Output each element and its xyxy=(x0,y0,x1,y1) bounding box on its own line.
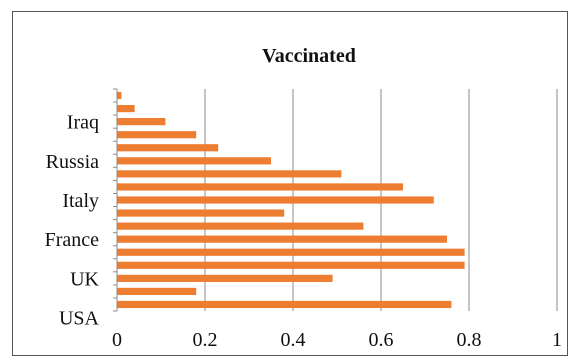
bar xyxy=(117,235,447,243)
bar xyxy=(117,157,271,165)
x-tick-label: 0.2 xyxy=(193,329,218,351)
bar xyxy=(117,209,285,217)
bar xyxy=(117,287,197,296)
bar xyxy=(117,300,452,309)
bar xyxy=(117,183,403,191)
bars xyxy=(117,91,465,309)
y-category-label: France xyxy=(45,229,100,251)
x-tick-label: 0.4 xyxy=(281,329,306,351)
x-tick-label: 0.8 xyxy=(457,329,482,351)
x-tick-label: 1 xyxy=(552,329,562,351)
y-category-label: UK xyxy=(70,268,99,290)
chart-frame: Vaccinated Iraq Russia Italy France UK USA 0 0.… xyxy=(12,11,568,356)
bar xyxy=(117,170,342,178)
y-category-label: Russia xyxy=(46,151,99,173)
bar xyxy=(117,91,122,100)
bar xyxy=(117,248,465,256)
bar xyxy=(117,144,219,152)
labels: Iraq Russia Italy France UK USA 0 0.2 0.4 0.6 0.8 1 xyxy=(45,112,562,351)
bar xyxy=(117,261,465,269)
x-tick-label: 0 xyxy=(112,329,122,351)
y-category-label: Iraq xyxy=(67,112,99,134)
bar xyxy=(117,196,434,204)
y-category-label: Italy xyxy=(62,190,99,212)
y-category-label: USA xyxy=(59,308,100,330)
bar xyxy=(117,131,197,139)
bar xyxy=(117,222,364,230)
axes xyxy=(113,88,118,312)
x-tick-label: 0.6 xyxy=(369,329,394,351)
chart: Vaccinated Iraq Russia Italy France UK USA 0 0.… xyxy=(45,45,562,351)
bar xyxy=(117,104,135,113)
bar xyxy=(117,274,333,282)
chart-title: Vaccinated xyxy=(262,45,356,67)
bar xyxy=(117,118,166,126)
